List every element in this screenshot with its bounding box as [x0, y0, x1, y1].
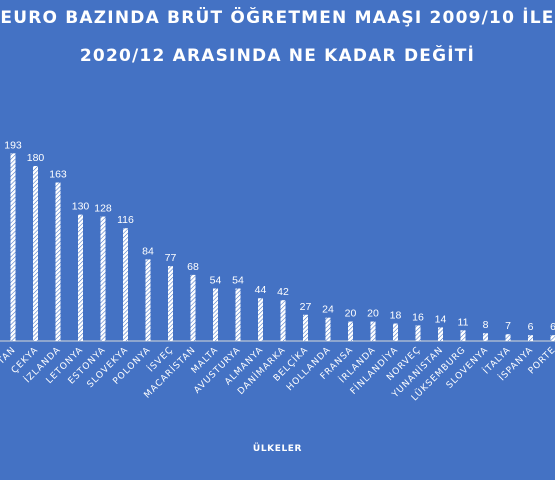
data-label: 11	[458, 316, 469, 328]
bar	[550, 335, 555, 341]
bar	[258, 298, 263, 341]
bar	[460, 330, 466, 341]
chart-title-line-1: EURO BAZINDA BRÜT ÖĞRETMEN MAAŞI 2009/10…	[0, 8, 555, 28]
data-label: 84	[142, 245, 154, 257]
bar	[10, 153, 16, 341]
data-label: 7	[505, 320, 511, 332]
data-label: 14	[435, 313, 447, 325]
bar	[505, 334, 511, 341]
bar	[393, 323, 398, 341]
x-axis-label: ÜLKELER	[252, 444, 303, 454]
bar	[528, 335, 533, 341]
bar	[303, 314, 308, 341]
bar	[280, 300, 286, 341]
bar	[55, 182, 61, 341]
bar	[325, 317, 331, 341]
bar	[123, 228, 128, 341]
bar	[168, 266, 173, 341]
data-label: 24	[322, 304, 334, 316]
data-label: 44	[255, 284, 267, 296]
data-label: 42	[277, 286, 289, 298]
data-label: 6	[528, 321, 534, 333]
bar	[78, 214, 83, 341]
bar	[213, 288, 218, 341]
data-label: 68	[187, 261, 199, 273]
bar	[100, 216, 106, 341]
data-label: 180	[27, 152, 45, 164]
data-label: 18	[390, 310, 402, 322]
data-label: 116	[117, 214, 134, 226]
bar	[415, 325, 421, 341]
data-label: 20	[367, 308, 379, 320]
data-label: 20	[345, 308, 357, 320]
data-label: 6	[550, 321, 555, 333]
bar	[33, 165, 38, 341]
bar	[483, 333, 488, 341]
data-label: 128	[94, 203, 112, 215]
chart-title-line-2: 2020/12 ARASINDA NE KADAR DEĞİTİ	[79, 46, 476, 66]
data-label: 54	[210, 274, 222, 286]
bar	[145, 259, 151, 341]
bar	[438, 327, 443, 341]
data-label: 54	[232, 274, 244, 286]
data-label: 16	[412, 311, 424, 323]
data-label: 27	[300, 301, 312, 313]
data-label: 8	[483, 319, 489, 331]
bar	[190, 274, 196, 341]
data-label: 163	[49, 169, 67, 181]
bar	[348, 321, 353, 341]
data-label: 77	[165, 252, 177, 264]
data-label: 193	[4, 139, 22, 151]
data-label: 130	[72, 201, 90, 213]
bar	[370, 321, 376, 341]
bar	[235, 288, 241, 341]
